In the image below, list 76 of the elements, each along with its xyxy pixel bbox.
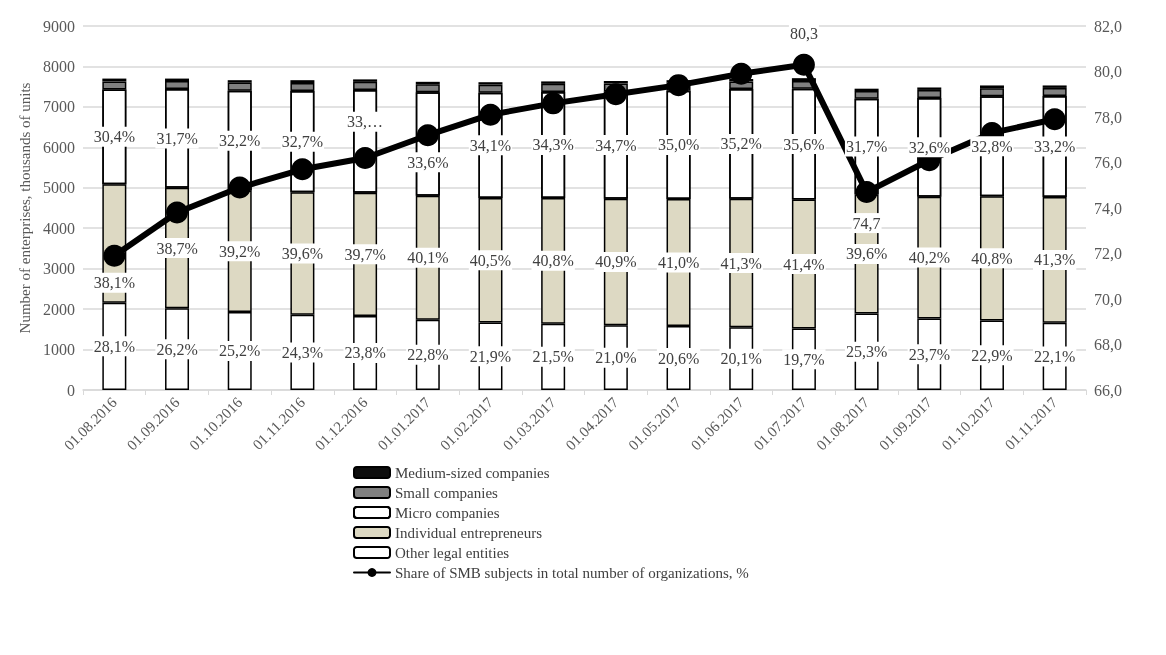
y2-tick-label: 80,0 bbox=[1094, 63, 1122, 80]
data-label: 80,3 bbox=[789, 25, 818, 43]
annotation: 33,6% bbox=[407, 153, 449, 171]
y2-tick-label: 76,0 bbox=[1094, 154, 1122, 171]
annotation: 32,2% bbox=[219, 132, 261, 150]
annotation: 38,1% bbox=[93, 274, 136, 292]
annotation: 20,6% bbox=[657, 349, 700, 367]
annotation: 33,2% bbox=[1033, 138, 1076, 156]
annotation: 41,4% bbox=[783, 255, 825, 273]
annotation: 41,3% bbox=[720, 254, 762, 272]
legend-label: Micro companies bbox=[395, 504, 500, 521]
annotation: 40,8% bbox=[532, 252, 574, 270]
annotation: 22,8% bbox=[407, 346, 449, 364]
annotation: 40,5% bbox=[469, 251, 512, 269]
annotation: 21,5% bbox=[532, 348, 574, 366]
annotation: 22,1% bbox=[1033, 347, 1076, 365]
annotation: 21,0% bbox=[595, 349, 637, 367]
annotation: 39,6% bbox=[281, 245, 324, 262]
annotation: 32,8% bbox=[971, 137, 1013, 155]
y2-tick-label: 66,0 bbox=[1094, 381, 1122, 399]
annotation: 22,9% bbox=[971, 346, 1013, 364]
y-tick-label: 3000 bbox=[43, 260, 75, 278]
annotation: 40,2% bbox=[908, 249, 950, 267]
legend-label: Small companies bbox=[395, 484, 499, 501]
annotation: 34,3% bbox=[532, 136, 574, 154]
annotation: 33,… bbox=[347, 113, 384, 131]
annotation: 25,2% bbox=[219, 342, 261, 360]
annotation: 32,6% bbox=[908, 138, 950, 156]
y-tick-label: 8000 bbox=[43, 57, 75, 75]
y-tick-label: 1000 bbox=[43, 341, 75, 359]
y-tick-label: 9000 bbox=[43, 17, 75, 35]
annotation: 31,7% bbox=[845, 138, 888, 156]
y-tick-label: 4000 bbox=[43, 219, 75, 237]
y2-tick-label: 70,0 bbox=[1094, 290, 1122, 308]
y-axis-title: Number of enterprises, thousands of units bbox=[16, 82, 33, 334]
y-tick-label: 0 bbox=[67, 381, 75, 399]
annotation: 35,2% bbox=[720, 135, 762, 153]
annotation: 35,0% bbox=[657, 136, 700, 154]
y2-tick-label: 74,0 bbox=[1094, 199, 1122, 217]
annotation: 23,8% bbox=[344, 344, 386, 362]
annotation: 26,2% bbox=[156, 340, 198, 358]
annotation: 40,9% bbox=[595, 253, 637, 271]
annotation: 30,4% bbox=[93, 128, 136, 146]
legend-label: Individual entrepreneurs bbox=[395, 524, 543, 541]
annotation: 25,3% bbox=[845, 343, 888, 361]
y2-tick-label: 78,0 bbox=[1094, 108, 1122, 126]
legend-label: Other legal entities bbox=[395, 544, 510, 561]
y2-tick-label: 68,0 bbox=[1094, 336, 1122, 353]
annotation: 23,7% bbox=[908, 345, 950, 363]
annotation: 21,9% bbox=[469, 347, 512, 365]
annotation: 28,1% bbox=[93, 337, 136, 355]
annotation: 19,7% bbox=[783, 350, 825, 368]
annotation: 39,2% bbox=[219, 242, 261, 260]
annotation: 32,7% bbox=[281, 133, 324, 151]
annotation: 41,0% bbox=[657, 254, 700, 272]
data-label: 74,7 bbox=[852, 214, 881, 232]
annotation: 39,6% bbox=[845, 245, 888, 263]
annotation: 40,8% bbox=[971, 249, 1013, 267]
annotation: 31,7% bbox=[156, 129, 198, 147]
legend-label: Share of SMB subjects in total number of organizations, % bbox=[395, 564, 749, 581]
y2-tick-label: 72,0 bbox=[1094, 245, 1122, 262]
annotation: 35,6% bbox=[783, 135, 825, 153]
annotation: 40,1% bbox=[407, 249, 449, 267]
annotation: 34,1% bbox=[469, 136, 512, 154]
y-tick-label: 7000 bbox=[43, 98, 75, 116]
annotation: 24,3% bbox=[281, 343, 324, 361]
annotation: 38,7% bbox=[156, 239, 198, 257]
annotation: 34,7% bbox=[595, 136, 637, 154]
annotation: 41,3% bbox=[1033, 251, 1076, 269]
annotation: 39,7% bbox=[344, 245, 386, 263]
y-tick-label: 6000 bbox=[43, 138, 75, 156]
annotation: 20,1% bbox=[720, 350, 762, 368]
legend-label: Medium-sized companies bbox=[395, 464, 550, 481]
y2-tick-label: 82,0 bbox=[1094, 17, 1122, 35]
y-tick-label: 2000 bbox=[43, 300, 75, 318]
y-tick-label: 5000 bbox=[43, 179, 75, 197]
